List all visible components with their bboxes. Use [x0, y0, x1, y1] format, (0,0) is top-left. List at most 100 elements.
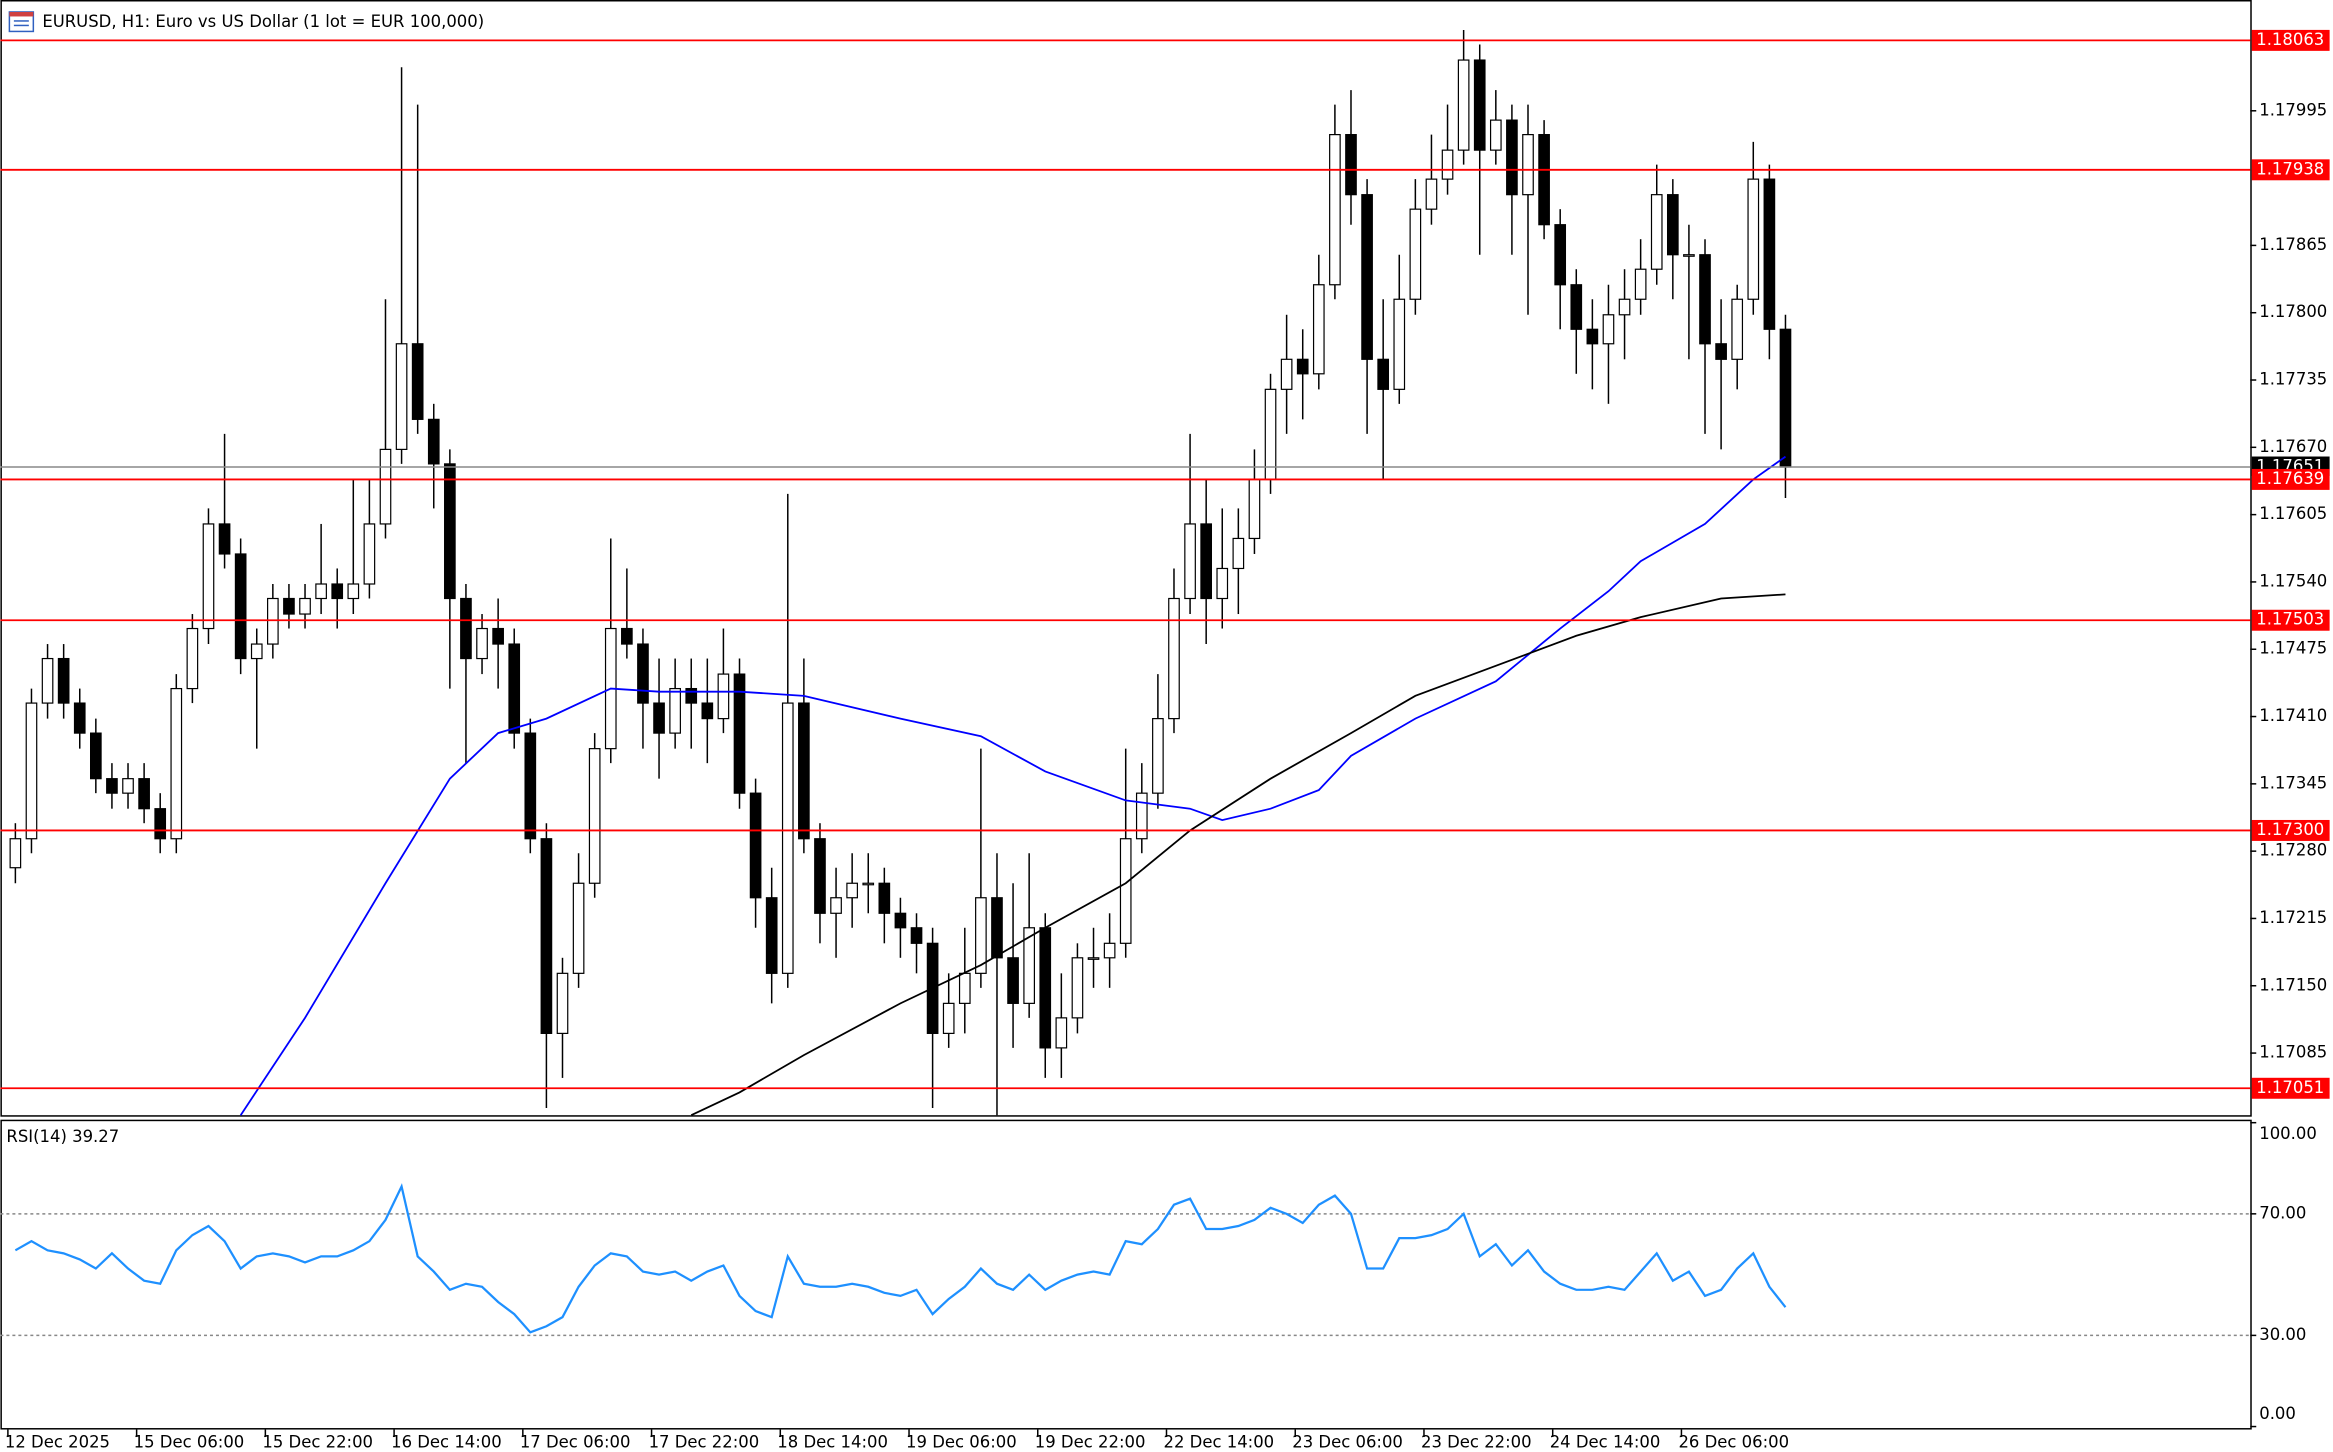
rsi-tick-label: 30.00: [2259, 1325, 2306, 1344]
level-label: 1.18063: [2256, 30, 2324, 49]
level-box: [2251, 29, 2330, 51]
candle-body: [701, 702, 714, 720]
candle-body: [57, 657, 70, 704]
candle-body: [1586, 328, 1599, 345]
rsi-line: [14, 1183, 1787, 1334]
candle-body: [1602, 314, 1615, 345]
candle-body: [1184, 523, 1196, 600]
candle-body: [1779, 328, 1792, 468]
candle-body: [234, 553, 247, 660]
y-tick-label: 1.17410: [2259, 706, 2327, 725]
candle-body: [1232, 537, 1245, 570]
candle-body: [1055, 1017, 1068, 1049]
y-tick-label: 1.17280: [2259, 841, 2327, 860]
candle-body: [1152, 718, 1164, 794]
level-label: 1.17639: [2256, 469, 2324, 488]
candle-body: [1103, 942, 1116, 959]
candle-body: [379, 448, 392, 525]
candle-body: [1715, 343, 1727, 360]
candle-body: [1039, 927, 1052, 1049]
candle-body: [1264, 388, 1277, 481]
candle-body: [202, 523, 215, 630]
candle-body: [1747, 178, 1760, 300]
candle-body: [347, 583, 360, 600]
candle-body: [492, 627, 504, 645]
candle-body: [765, 897, 778, 974]
candle-body: [1425, 178, 1438, 210]
candle-body: [363, 523, 376, 585]
candle-body: [1329, 134, 1341, 286]
candle-body: [1457, 59, 1470, 151]
candle-body: [154, 808, 167, 840]
level-box: [2251, 609, 2330, 631]
y-tick-label: 1.17735: [2259, 370, 2327, 389]
level-label: 1.17938: [2256, 159, 2324, 178]
x-tick-label: 23 Dec 06:00: [1292, 1433, 1403, 1452]
candle-body: [1216, 567, 1229, 600]
candle-body: [637, 643, 649, 704]
candle-body: [122, 778, 134, 794]
candle-body: [1506, 119, 1518, 196]
candle-body: [1168, 597, 1180, 720]
candle-body: [685, 687, 698, 704]
candle-body: [1683, 254, 1695, 257]
candle-body: [1345, 134, 1357, 196]
x-tick-label: 12 Dec 2025: [5, 1433, 110, 1452]
x-tick-label: 17 Dec 22:00: [649, 1433, 760, 1452]
candle-body: [1087, 957, 1100, 960]
candle-body: [73, 702, 86, 734]
candle-body: [218, 523, 231, 555]
candle-body: [106, 778, 118, 794]
candle-body: [89, 732, 102, 780]
rsi-tick-label: 100.00: [2259, 1124, 2317, 1143]
x-tick-label: 23 Dec 22:00: [1421, 1433, 1532, 1452]
x-tick-label: 15 Dec 22:00: [262, 1433, 373, 1452]
candle-body: [830, 897, 842, 914]
level-box: [2251, 159, 2330, 181]
candle-body: [1296, 358, 1309, 375]
candle-body: [1280, 358, 1293, 390]
rsi-pane: [0, 1119, 2252, 1430]
y-tick-label: 1.17215: [2259, 908, 2327, 927]
y-tick-label: 1.17800: [2259, 302, 2327, 321]
candle-body: [1522, 134, 1534, 196]
x-tick-label: 15 Dec 06:00: [134, 1433, 245, 1452]
candle-body: [1618, 298, 1631, 316]
x-tick-label: 18 Dec 14:00: [777, 1433, 888, 1452]
candle-body: [588, 748, 601, 884]
x-tick-label: 17 Dec 06:00: [520, 1433, 631, 1452]
candle-body: [138, 778, 150, 810]
candle-body: [991, 897, 1003, 959]
y-tick-label: 1.17605: [2259, 504, 2327, 523]
candle-body: [572, 882, 585, 974]
candle-body: [653, 702, 665, 734]
candle-body: [621, 627, 633, 645]
x-tick-label: 19 Dec 22:00: [1035, 1433, 1146, 1452]
level-box: [2251, 1077, 2330, 1099]
candle-body: [1312, 284, 1325, 375]
moving-average: [690, 593, 1786, 1117]
candle-body: [975, 897, 987, 974]
candle-body: [1393, 298, 1406, 390]
candle-body: [717, 673, 730, 720]
y-tick-label: 1.17540: [2259, 571, 2327, 590]
candle-body: [331, 583, 344, 600]
rsi-tick-label: 0.00: [2259, 1404, 2296, 1423]
candle-body: [942, 1002, 955, 1034]
y-tick-label: 1.17475: [2259, 639, 2327, 658]
candle-body: [556, 972, 569, 1034]
candle-body: [894, 912, 907, 929]
candle-body: [1377, 358, 1390, 390]
x-tick-label: 16 Dec 14:00: [391, 1433, 502, 1452]
candle-body: [315, 583, 327, 600]
candle-body: [283, 597, 295, 615]
candle-body: [749, 792, 762, 899]
candle-body: [444, 463, 456, 600]
x-tick-label: 24 Dec 14:00: [1550, 1433, 1661, 1452]
x-tick-label: 19 Dec 06:00: [906, 1433, 1017, 1452]
y-tick-label: 1.17995: [2259, 100, 2327, 119]
candle-body: [1119, 838, 1132, 944]
level-label: 1.17503: [2256, 610, 2324, 629]
y-tick-label: 1.17670: [2259, 437, 2327, 456]
